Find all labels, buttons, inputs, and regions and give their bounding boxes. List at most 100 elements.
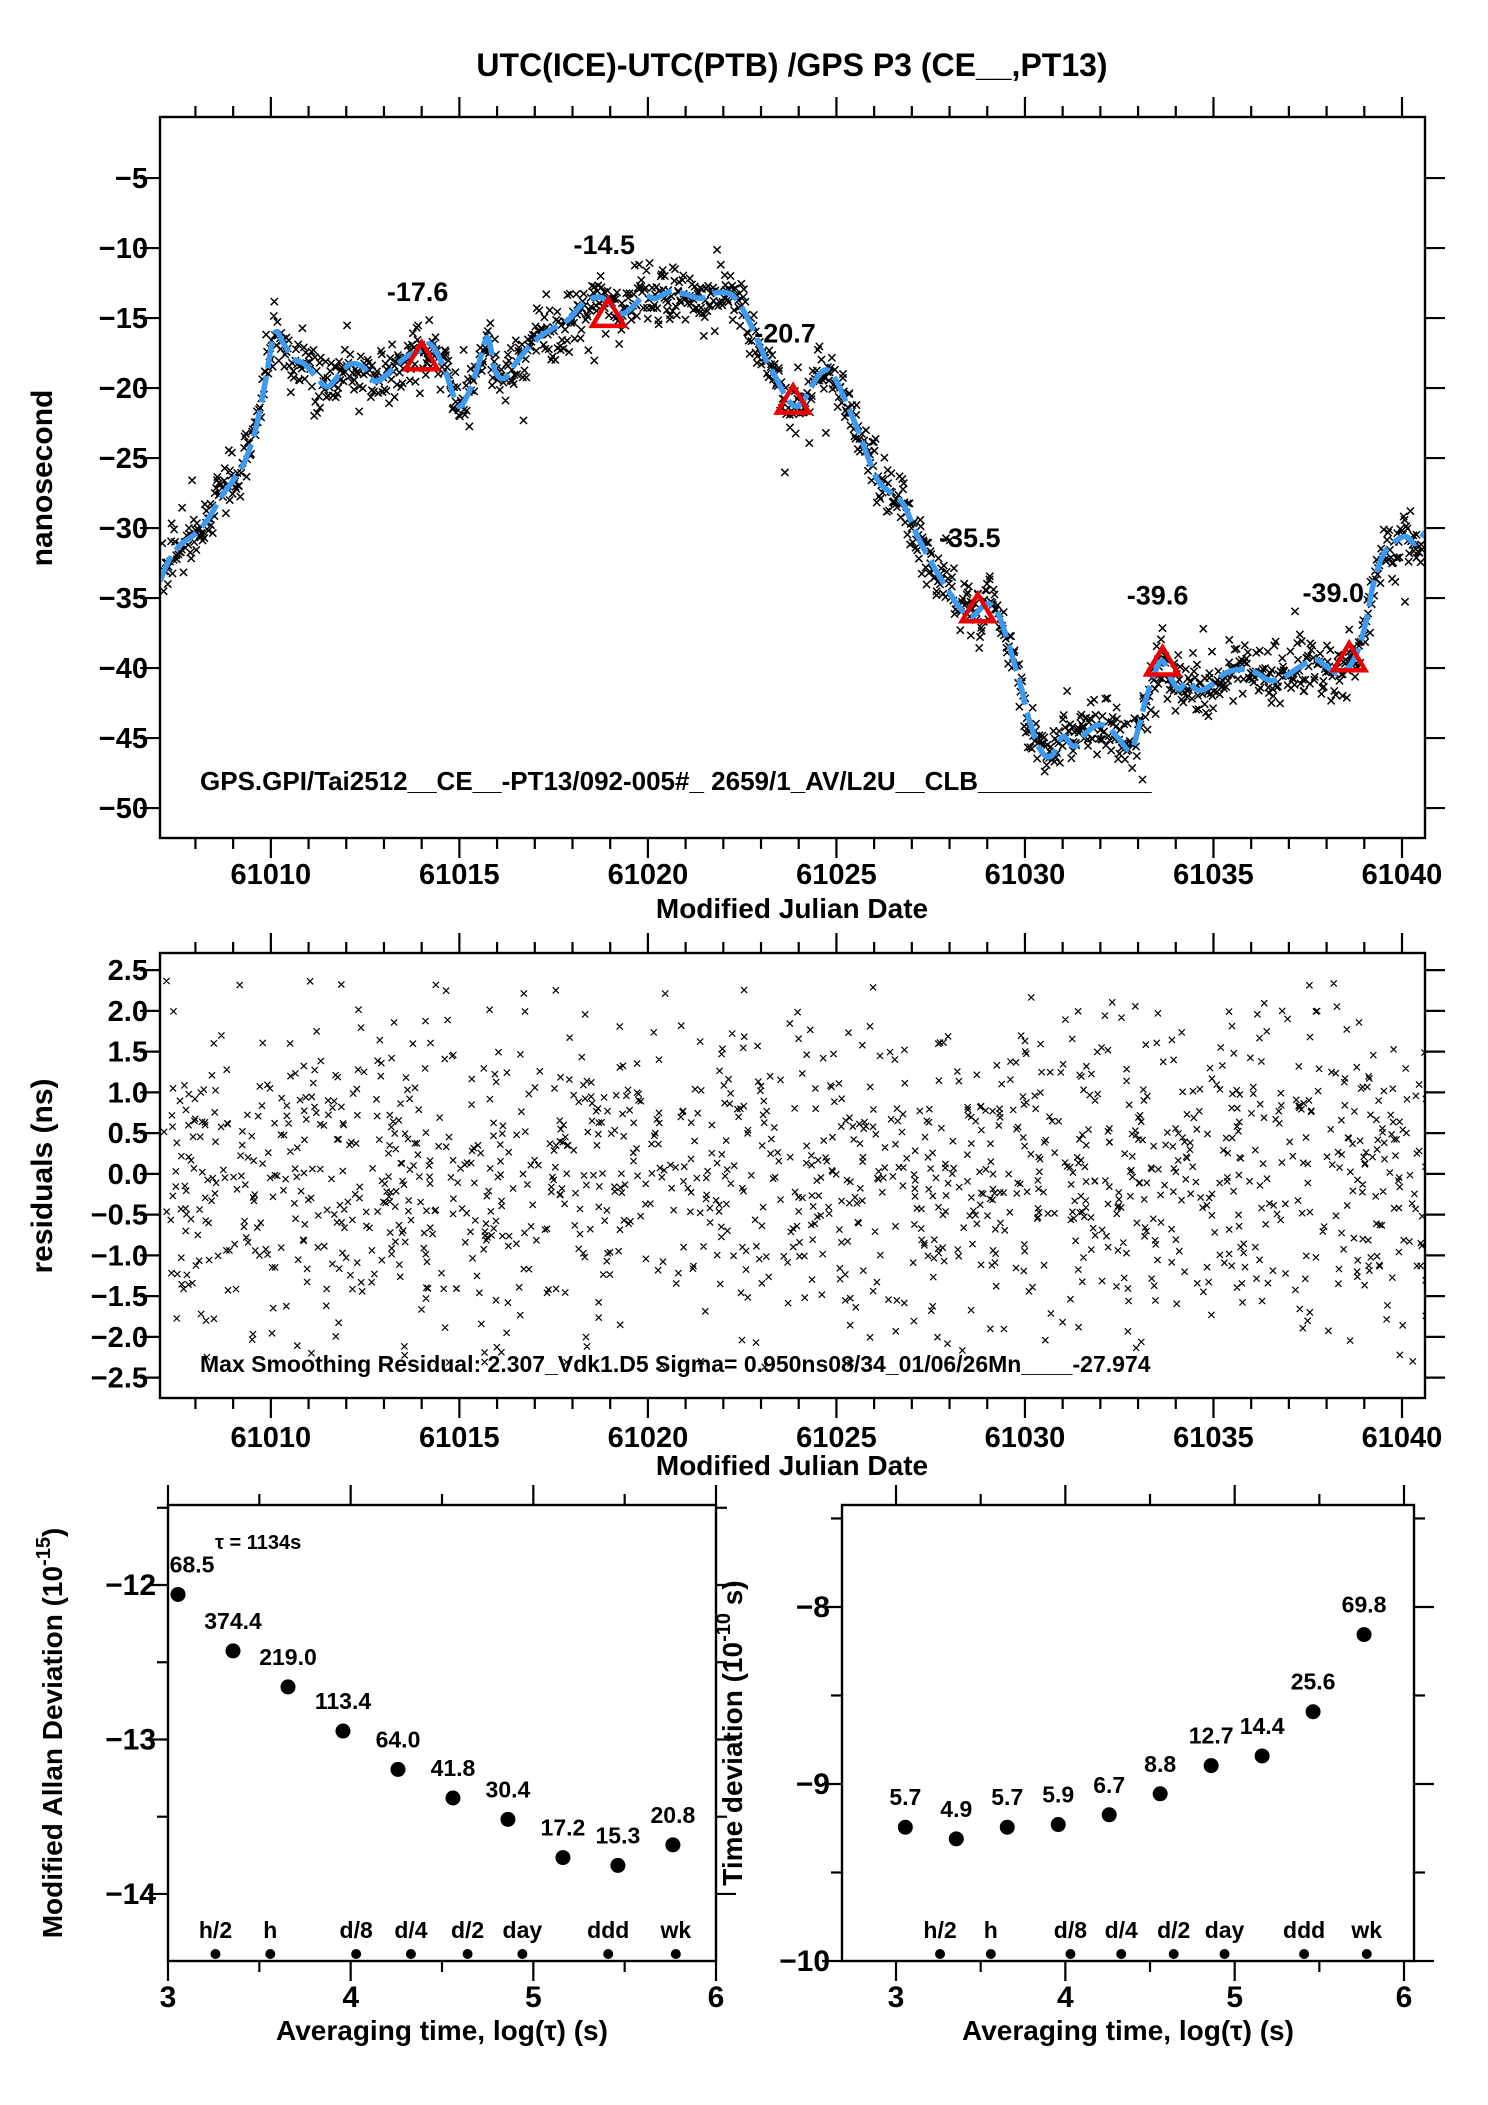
x-tick-label: 61015 — [419, 1422, 500, 1454]
x-tick-label: 4 — [342, 1981, 359, 2014]
tau-mark-label: h — [984, 1917, 998, 1943]
x-tick-label: 61010 — [231, 1422, 312, 1454]
tau-mark-label: wk — [1350, 1917, 1382, 1943]
phase-annotation: GPS.GPI/Tai2512__CE__-PT13/092-005#_ 265… — [200, 766, 1152, 796]
y-tick-label: 1.5 — [108, 1037, 148, 1069]
y-tick-label: −35 — [99, 583, 148, 615]
y-tick-label: −8 — [796, 1591, 830, 1624]
tau-mark-label: ddd — [1283, 1917, 1325, 1943]
tau-mark-dot — [1361, 1949, 1372, 1959]
phase-axis-border — [158, 115, 1427, 840]
data-point — [1101, 1807, 1117, 1823]
y-tick-label: −10 — [779, 1945, 830, 1978]
x-tick-label: 6 — [1396, 1981, 1413, 2014]
x-tick-label: 61030 — [985, 859, 1066, 891]
point-value-label: 68.5 — [170, 1551, 215, 1577]
smoothed-line — [161, 288, 1424, 760]
tau-mark-dot — [265, 1949, 276, 1959]
point-value-label: 374.4 — [204, 1608, 262, 1634]
x-tick-label: 61020 — [608, 859, 689, 891]
tau-mark-label: h/2 — [199, 1917, 232, 1943]
data-point — [335, 1723, 351, 1739]
data-point — [897, 1819, 913, 1835]
tau-mark-dot — [351, 1949, 362, 1959]
y-tick-label: −9 — [796, 1768, 830, 1801]
tau-mark-label: d/2 — [1157, 1917, 1190, 1943]
phase-ylabel: nanosecond — [26, 390, 59, 567]
tau-mark-dot — [603, 1949, 614, 1959]
tau-mark-label: day — [1205, 1917, 1245, 1943]
x-tick-label: 5 — [1226, 1981, 1243, 2014]
tau-mark-dot — [462, 1949, 473, 1959]
point-value-label: 5.9 — [1042, 1782, 1074, 1808]
x-tick-label: 61040 — [1362, 1422, 1443, 1454]
data-point — [390, 1761, 406, 1777]
tau0-annotation: τ = 1134s — [215, 1532, 301, 1554]
y-tick-label: −14 — [105, 1878, 156, 1911]
point-value-label: 113.4 — [315, 1688, 371, 1714]
x-tick-label: 61025 — [796, 1422, 877, 1454]
point-value-label: 15.3 — [596, 1822, 641, 1848]
point-value-label: 8.8 — [1144, 1751, 1176, 1777]
tdev-axis-border — [840, 1503, 1416, 1963]
data-point — [555, 1850, 571, 1866]
tdev-ylabel: Time deviation (10-10 s) — [713, 1580, 748, 1885]
point-value-label: 5.7 — [991, 1784, 1023, 1810]
y-tick-label: −25 — [99, 443, 148, 475]
y-tick-label: −45 — [99, 723, 148, 755]
x-tick-label: 61035 — [1173, 859, 1254, 891]
day-marker-triangle — [957, 589, 998, 624]
data-point — [445, 1790, 461, 1806]
residuals-panel: 61010 61015 61020 61025 61030 61035 61040 2.5 2.… — [26, 933, 1445, 1481]
day-marker-triangle — [1142, 643, 1183, 677]
point-value-label: 219.0 — [259, 1644, 317, 1670]
y-tick-label: −15 — [99, 303, 148, 335]
tau-mark-dot — [1219, 1949, 1230, 1959]
tau-mark-dot — [405, 1949, 416, 1959]
day-marker-triangle — [588, 294, 629, 329]
y-tick-label: −2.0 — [91, 1322, 148, 1354]
data-point — [225, 1643, 241, 1659]
y-tick-label: −12 — [105, 1569, 156, 1602]
tau-mark-label: wk — [659, 1917, 691, 1943]
tdev-xlabel: Averaging time, log(τ) (s) — [962, 2015, 1294, 2046]
tau-mark-label: d/8 — [340, 1917, 373, 1943]
tau-mark-label: h/2 — [923, 1917, 956, 1943]
day-marker-label: -14.5 — [574, 230, 636, 260]
mdev-xlabel: Averaging time, log(τ) (s) — [276, 2015, 608, 2046]
data-point — [1203, 1758, 1219, 1774]
data-point — [999, 1819, 1015, 1835]
data-point — [1356, 1627, 1372, 1643]
point-value-label: 41.8 — [431, 1755, 476, 1781]
tau-mark-dot — [1065, 1949, 1076, 1959]
x-tick-label: 61020 — [608, 1422, 689, 1454]
day-marker-label: -35.5 — [939, 523, 1001, 553]
tau-mark-label: ddd — [587, 1917, 629, 1943]
data-point — [280, 1679, 296, 1695]
y-tick-label: −0.5 — [91, 1200, 148, 1232]
residual-ylabel: residuals (ns) — [26, 1078, 59, 1273]
y-tick-label: −40 — [99, 653, 148, 685]
tau-mark-dot — [1168, 1949, 1179, 1959]
tau-mark-dot — [1116, 1949, 1127, 1959]
day-marker-label: -20.7 — [754, 319, 816, 349]
day-marker-triangle — [773, 381, 814, 415]
mdev-panel: 3 4 5 6 −12 −13 −14 68.5 374.4 219.0 113.464.0 41.8… — [33, 1485, 736, 2046]
y-tick-label: 0.0 — [108, 1159, 148, 1191]
y-tick-label: −5 — [115, 163, 148, 195]
y-tick-label: −13 — [105, 1723, 156, 1756]
tau-mark-label: d/4 — [1105, 1917, 1138, 1943]
y-tick-label: −10 — [99, 233, 148, 265]
data-point — [1152, 1786, 1168, 1802]
tau-mark-dot — [1299, 1949, 1310, 1959]
phase-xlabel: Modified Julian Date — [656, 893, 928, 924]
tau-mark-label: day — [503, 1917, 543, 1943]
tau-mark-dot — [935, 1949, 946, 1959]
y-tick-label: −1.5 — [91, 1281, 148, 1313]
data-point — [610, 1857, 626, 1873]
tau-mark-label: d/8 — [1054, 1917, 1087, 1943]
day-marker-label: -17.6 — [387, 277, 449, 307]
residual-xlabel: Modified Julian Date — [656, 1450, 928, 1481]
residual-scatter-points — [161, 977, 1424, 1371]
